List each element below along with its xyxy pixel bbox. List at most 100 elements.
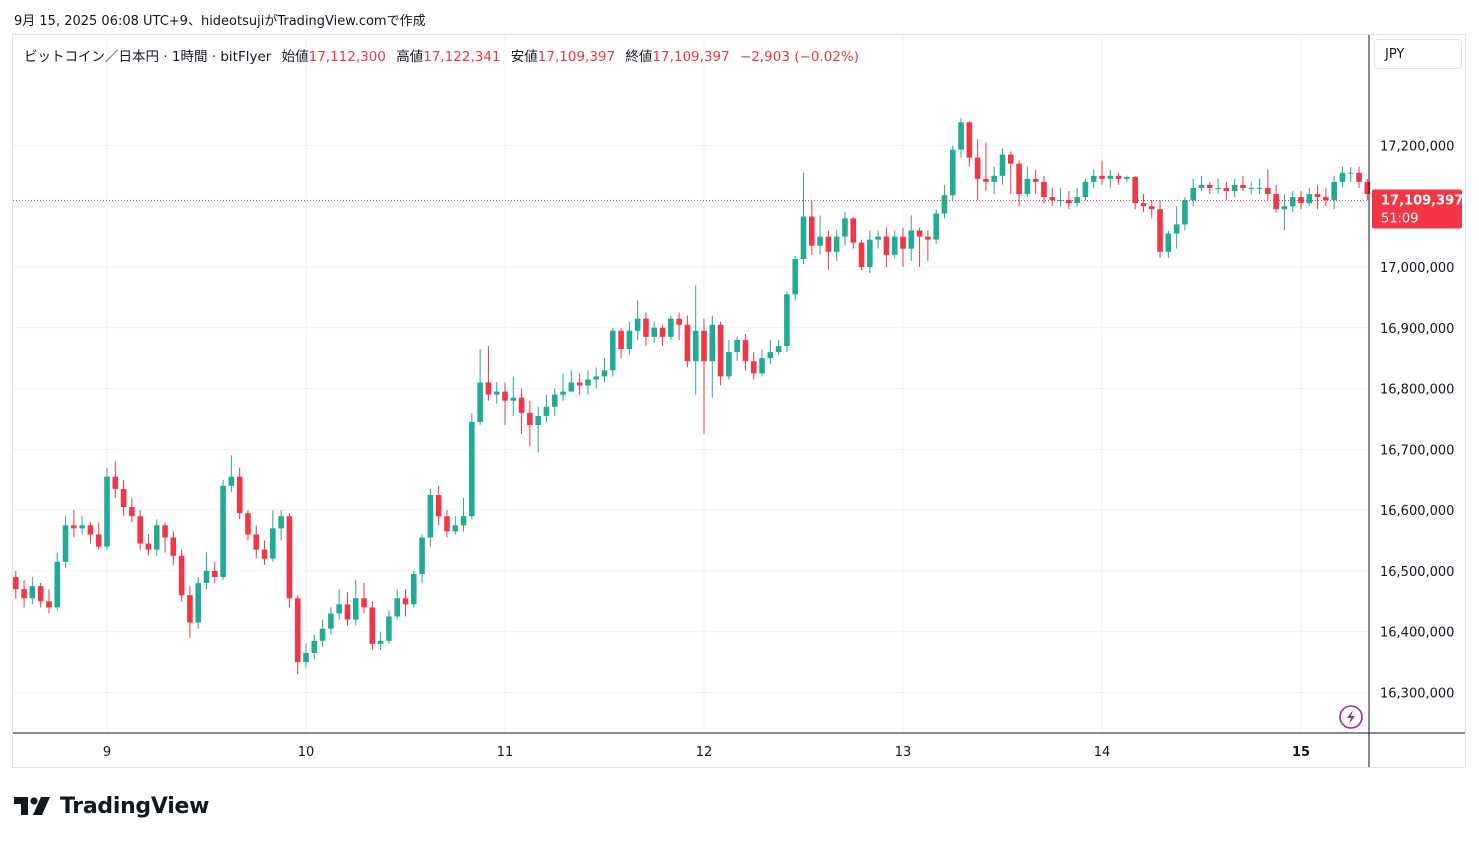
candle (941, 184, 948, 219)
candle (1049, 187, 1056, 207)
candle-body (328, 613, 334, 629)
candle (253, 525, 260, 559)
candle-body (1265, 187, 1271, 195)
candle-body (1099, 175, 1105, 179)
candle-body (742, 339, 749, 362)
candle (726, 339, 732, 380)
candle (1347, 166, 1354, 182)
candle (1223, 181, 1230, 201)
candle-body (1090, 175, 1097, 182)
candle-body (593, 376, 600, 380)
candle (1281, 194, 1288, 231)
price-tick-label: 16,500,000 (1380, 565, 1454, 580)
candle-body (867, 239, 873, 267)
candle (717, 321, 724, 386)
brand-name: TradingView (60, 793, 210, 819)
candle (1140, 194, 1147, 213)
candle-body (833, 236, 840, 252)
candle-body (261, 549, 268, 559)
candle-body (336, 604, 342, 614)
candle-body (759, 358, 765, 374)
candle-body (668, 318, 674, 337)
candle (1215, 178, 1221, 195)
candle (1057, 187, 1064, 207)
candle (54, 552, 61, 611)
candle-body (1032, 178, 1039, 182)
high-value: 17,122,341 (423, 49, 501, 65)
price-tick-label: 16,400,000 (1380, 626, 1454, 641)
candle-body (153, 525, 160, 550)
candle (916, 227, 923, 267)
candle-body (659, 327, 666, 337)
candle-body (502, 391, 508, 401)
candle (294, 595, 301, 675)
candle-body (477, 382, 483, 422)
candle (1115, 172, 1122, 185)
candle-body (469, 421, 475, 517)
candle (618, 327, 624, 359)
candle-body (510, 397, 517, 401)
candle (1364, 178, 1371, 201)
candle (966, 121, 973, 167)
candle-body (1157, 209, 1163, 252)
candle (609, 327, 616, 377)
candle-body (817, 236, 823, 246)
candle-body (137, 516, 143, 544)
candle (974, 139, 981, 201)
candle-body (925, 236, 931, 240)
time-tick-label: 11 (497, 745, 514, 760)
candle (319, 619, 326, 647)
price-tick-label: 16,600,000 (1380, 504, 1454, 519)
candle (734, 336, 740, 362)
price-tick-label: 16,700,000 (1380, 443, 1454, 458)
candle-body (1248, 187, 1255, 189)
candle-body (916, 230, 923, 237)
tradingview-logo[interactable]: TradingView (14, 791, 209, 821)
candle-body (435, 494, 442, 517)
candle-body (162, 525, 168, 538)
time-axis-labels: 9 10 11 12 13 14 15 (103, 745, 1310, 760)
candle-body (253, 534, 260, 550)
candle-body (858, 242, 865, 267)
price-tick-label: 16,300,000 (1380, 686, 1454, 701)
candle (1190, 178, 1197, 207)
candle-body (170, 537, 177, 556)
candle (1016, 160, 1022, 207)
candle (1007, 151, 1014, 195)
currency-button[interactable]: JPY (1374, 39, 1462, 69)
candle (900, 227, 906, 267)
candle-body (850, 218, 857, 243)
candle (137, 510, 143, 550)
candle (543, 394, 550, 422)
candle (850, 217, 857, 249)
low-value: 17,109,397 (537, 49, 616, 65)
candle (153, 519, 160, 556)
candle (808, 200, 815, 255)
candle-body (933, 213, 939, 240)
symbol-name[interactable]: ビットコイン／日本円 · 1時間 · bitFlyer (24, 49, 272, 65)
candle-body (129, 507, 135, 517)
time-tick-label: 10 (298, 745, 315, 760)
candle (949, 145, 956, 201)
candle-body (560, 391, 566, 395)
candle (452, 516, 459, 535)
candle-body (270, 528, 276, 559)
candle (29, 576, 36, 605)
price-tick-label: 16,900,000 (1380, 322, 1454, 337)
candle (361, 583, 367, 614)
candle (842, 212, 848, 246)
candle (1090, 169, 1097, 188)
candle (419, 534, 425, 584)
candle-body (1173, 224, 1180, 234)
time-tick-label: 9 (103, 745, 111, 760)
candle-countdown: 51:09 (1381, 211, 1418, 226)
candle-body (120, 488, 127, 508)
candle-body (1148, 206, 1155, 210)
candle-body (187, 595, 193, 623)
lightning-icon[interactable] (1339, 705, 1363, 729)
high-label: 高値 (396, 49, 424, 65)
time-tick-label: 12 (696, 745, 713, 760)
candle-body (1289, 197, 1296, 207)
candle (1289, 191, 1296, 213)
